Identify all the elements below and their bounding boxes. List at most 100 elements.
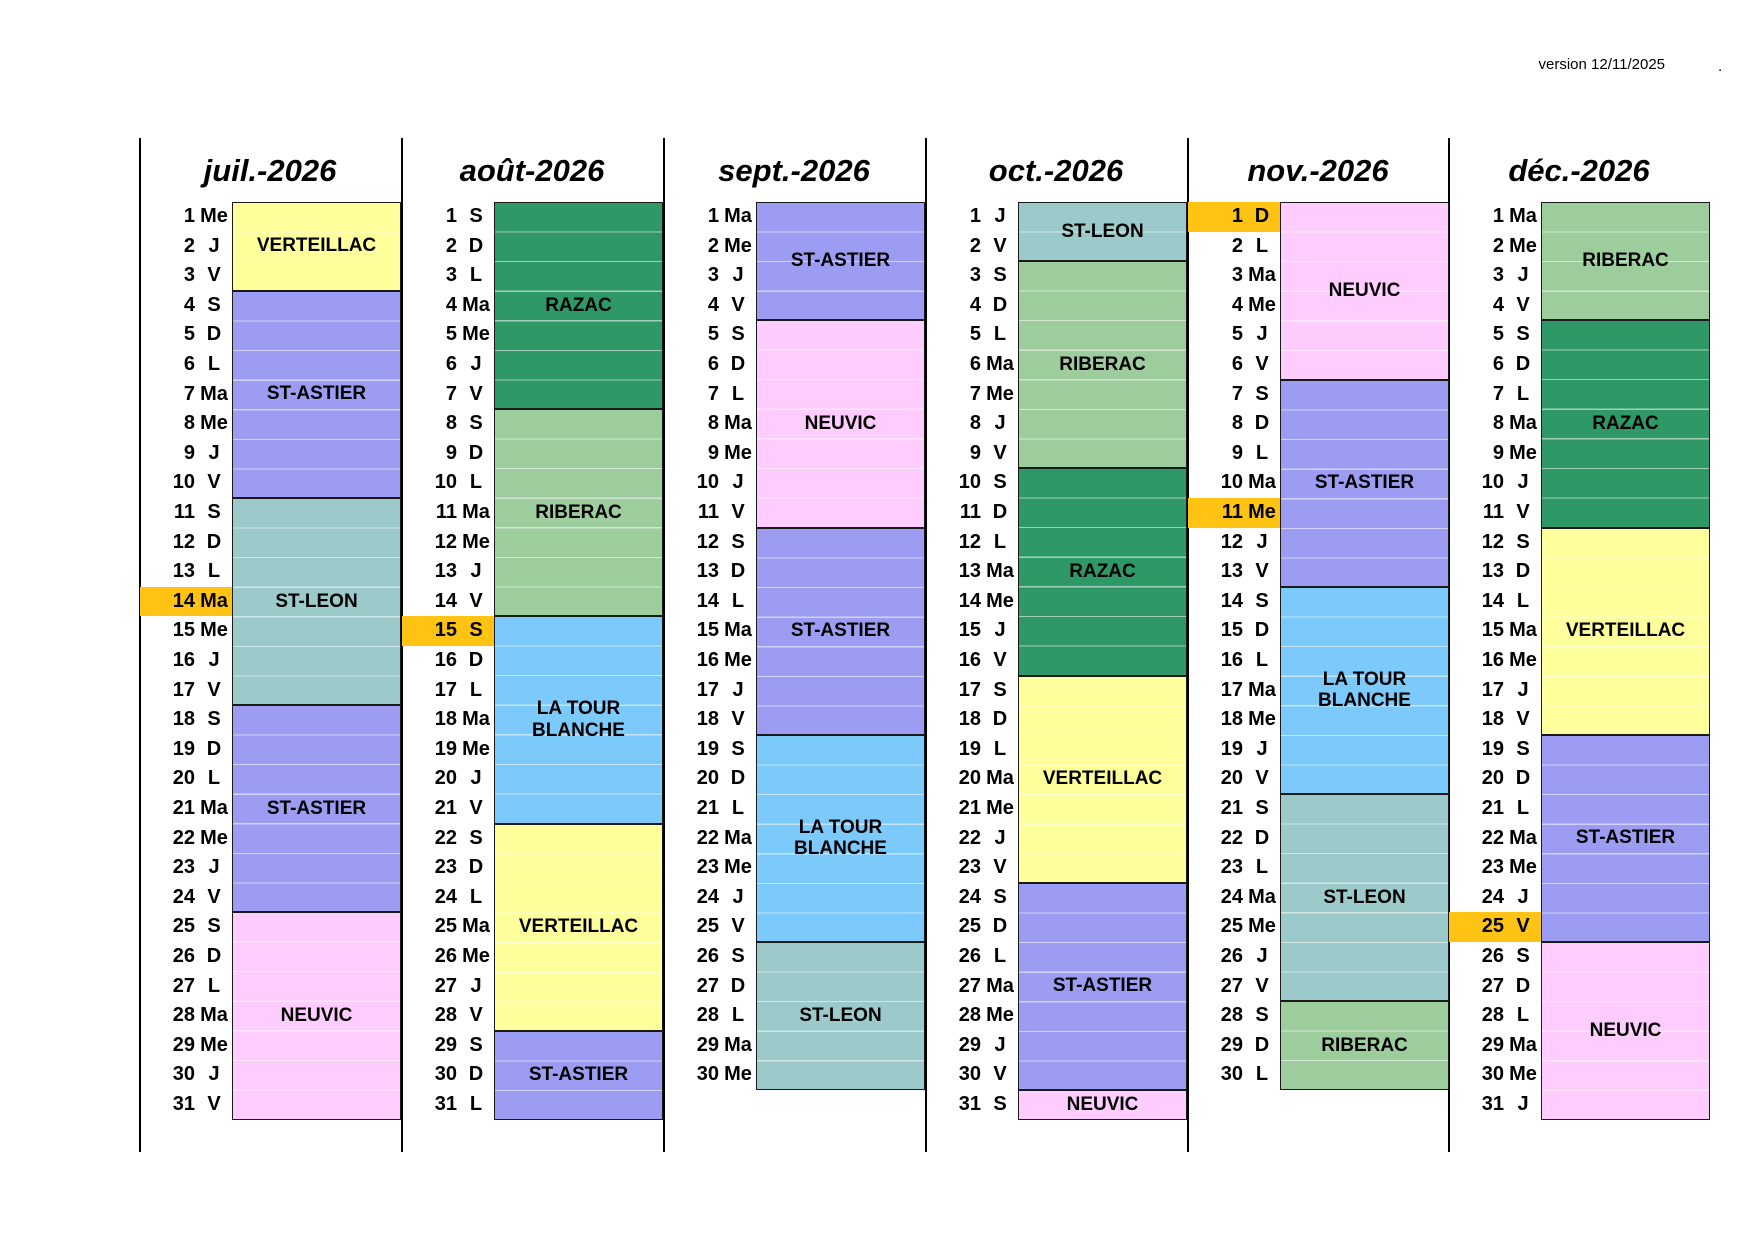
day-number: 30 bbox=[172, 1063, 195, 1086]
day-abbrev: Ma bbox=[1509, 826, 1537, 849]
day-abbrev: L bbox=[469, 264, 483, 287]
day-number: 15 bbox=[172, 619, 195, 642]
day-abbrev: J bbox=[470, 974, 482, 997]
day-number: 12 bbox=[958, 530, 981, 553]
day-abbrev: D bbox=[1254, 826, 1270, 849]
day-number: 19 bbox=[958, 737, 981, 760]
day-number: 27 bbox=[1481, 974, 1504, 997]
day-abbrev: Me bbox=[200, 1033, 228, 1056]
duty-block-neuvic: NEUVIC bbox=[1018, 1090, 1187, 1120]
day-number: 26 bbox=[958, 945, 981, 967]
day-number: 13 bbox=[1481, 560, 1504, 583]
day-number: 5 bbox=[707, 323, 719, 346]
day-abbrev: Ma bbox=[200, 589, 228, 612]
day-number: 18 bbox=[172, 708, 195, 731]
day-number: 13 bbox=[958, 560, 981, 583]
month-title-sept-2026: sept.-2026 bbox=[718, 153, 870, 188]
day-number: 8 bbox=[183, 412, 195, 435]
day-number: 15 bbox=[434, 619, 457, 642]
day-abbrev: Me bbox=[1509, 856, 1537, 879]
duty-block-la-tour-blanche: LA TOUR BLANCHE bbox=[1280, 586, 1449, 794]
day-abbrev: S bbox=[207, 708, 221, 731]
day-number: 24 bbox=[958, 885, 981, 908]
day-number: 3 bbox=[1231, 264, 1243, 287]
day-number: 1 bbox=[1231, 205, 1243, 227]
day-abbrev: L bbox=[993, 530, 1007, 553]
day-abbrev: J bbox=[1517, 1093, 1529, 1115]
day-abbrev: Ma bbox=[462, 293, 490, 316]
day-abbrev: S bbox=[993, 1093, 1007, 1115]
day-number: 27 bbox=[172, 974, 195, 997]
day-abbrev: S bbox=[731, 737, 745, 760]
day-number: 12 bbox=[434, 530, 457, 553]
day-abbrev: V bbox=[469, 382, 483, 405]
day-abbrev: D bbox=[730, 974, 746, 997]
day-number: 6 bbox=[707, 353, 719, 375]
duty-block-riberac: RIBERAC bbox=[1018, 261, 1187, 469]
day-abbrev: Me bbox=[462, 530, 490, 553]
day-number: 16 bbox=[172, 649, 195, 671]
day-abbrev: J bbox=[994, 619, 1006, 642]
day-abbrev: Ma bbox=[1248, 471, 1276, 494]
day-number: 23 bbox=[958, 856, 981, 879]
day-abbrev: D bbox=[206, 737, 222, 760]
day-abbrev: Ma bbox=[462, 708, 490, 731]
month-title-ao-t-2026: août-2026 bbox=[459, 153, 605, 188]
day-abbrev: J bbox=[1517, 471, 1529, 494]
day-number: 10 bbox=[696, 471, 719, 494]
day-number: 4 bbox=[969, 293, 981, 316]
day-number: 11 bbox=[1221, 501, 1243, 523]
day-abbrev: S bbox=[731, 323, 745, 346]
day-number: 6 bbox=[183, 353, 195, 375]
day-abbrev: D bbox=[730, 560, 746, 583]
day-abbrev: S bbox=[993, 471, 1007, 494]
day-abbrev: J bbox=[732, 678, 744, 701]
day-abbrev: J bbox=[208, 234, 220, 257]
day-number: 20 bbox=[434, 767, 457, 790]
day-number: 11 bbox=[697, 501, 719, 523]
day-number: 30 bbox=[1220, 1063, 1243, 1086]
day-abbrev: L bbox=[1255, 441, 1269, 464]
day-abbrev: Ma bbox=[724, 826, 752, 849]
day-abbrev: J bbox=[1256, 530, 1268, 553]
day-abbrev: Ma bbox=[724, 619, 752, 642]
day-abbrev: Me bbox=[1248, 708, 1276, 731]
duty-block-st-leon: ST-LEON bbox=[756, 942, 925, 1090]
duty-block-razac: RAZAC bbox=[1018, 468, 1187, 676]
day-abbrev: V bbox=[1516, 708, 1530, 731]
holiday-highlight-band bbox=[402, 616, 494, 646]
month-title-nov-2026: nov.-2026 bbox=[1247, 153, 1389, 188]
day-number: 23 bbox=[172, 856, 195, 879]
day-number: 9 bbox=[1492, 441, 1504, 464]
day-abbrev: S bbox=[1255, 1004, 1269, 1027]
day-number: 27 bbox=[958, 974, 981, 997]
day-number: 15 bbox=[1481, 619, 1504, 642]
day-abbrev: S bbox=[1255, 797, 1269, 819]
day-number: 5 bbox=[445, 323, 457, 346]
duty-block-riberac: RIBERAC bbox=[1541, 202, 1710, 321]
day-number: 16 bbox=[1481, 649, 1504, 671]
day-number: 28 bbox=[1220, 1004, 1243, 1027]
day-abbrev: V bbox=[1255, 767, 1269, 790]
day-abbrev: D bbox=[1515, 974, 1531, 997]
day-number: 2 bbox=[1492, 234, 1504, 257]
day-abbrev: Me bbox=[986, 382, 1014, 405]
day-abbrev: Ma bbox=[200, 382, 228, 405]
holiday-highlight-band bbox=[1188, 202, 1280, 232]
day-number: 10 bbox=[958, 471, 981, 494]
day-number: 4 bbox=[1492, 293, 1504, 316]
day-abbrev: Me bbox=[1509, 649, 1537, 671]
day-number: 7 bbox=[1492, 382, 1504, 405]
day-abbrev: Ma bbox=[1509, 205, 1537, 227]
day-number: 24 bbox=[696, 885, 719, 908]
day-number: 19 bbox=[434, 737, 457, 760]
day-number: 8 bbox=[707, 412, 719, 435]
day-abbrev: L bbox=[731, 382, 745, 405]
day-number: 27 bbox=[1220, 974, 1243, 997]
day-number: 17 bbox=[1220, 678, 1243, 701]
day-number: 14 bbox=[958, 589, 981, 612]
day-abbrev: J bbox=[994, 205, 1006, 227]
day-abbrev: Ma bbox=[986, 353, 1014, 375]
day-number: 17 bbox=[1481, 678, 1504, 701]
day-number: 1 bbox=[183, 205, 195, 227]
